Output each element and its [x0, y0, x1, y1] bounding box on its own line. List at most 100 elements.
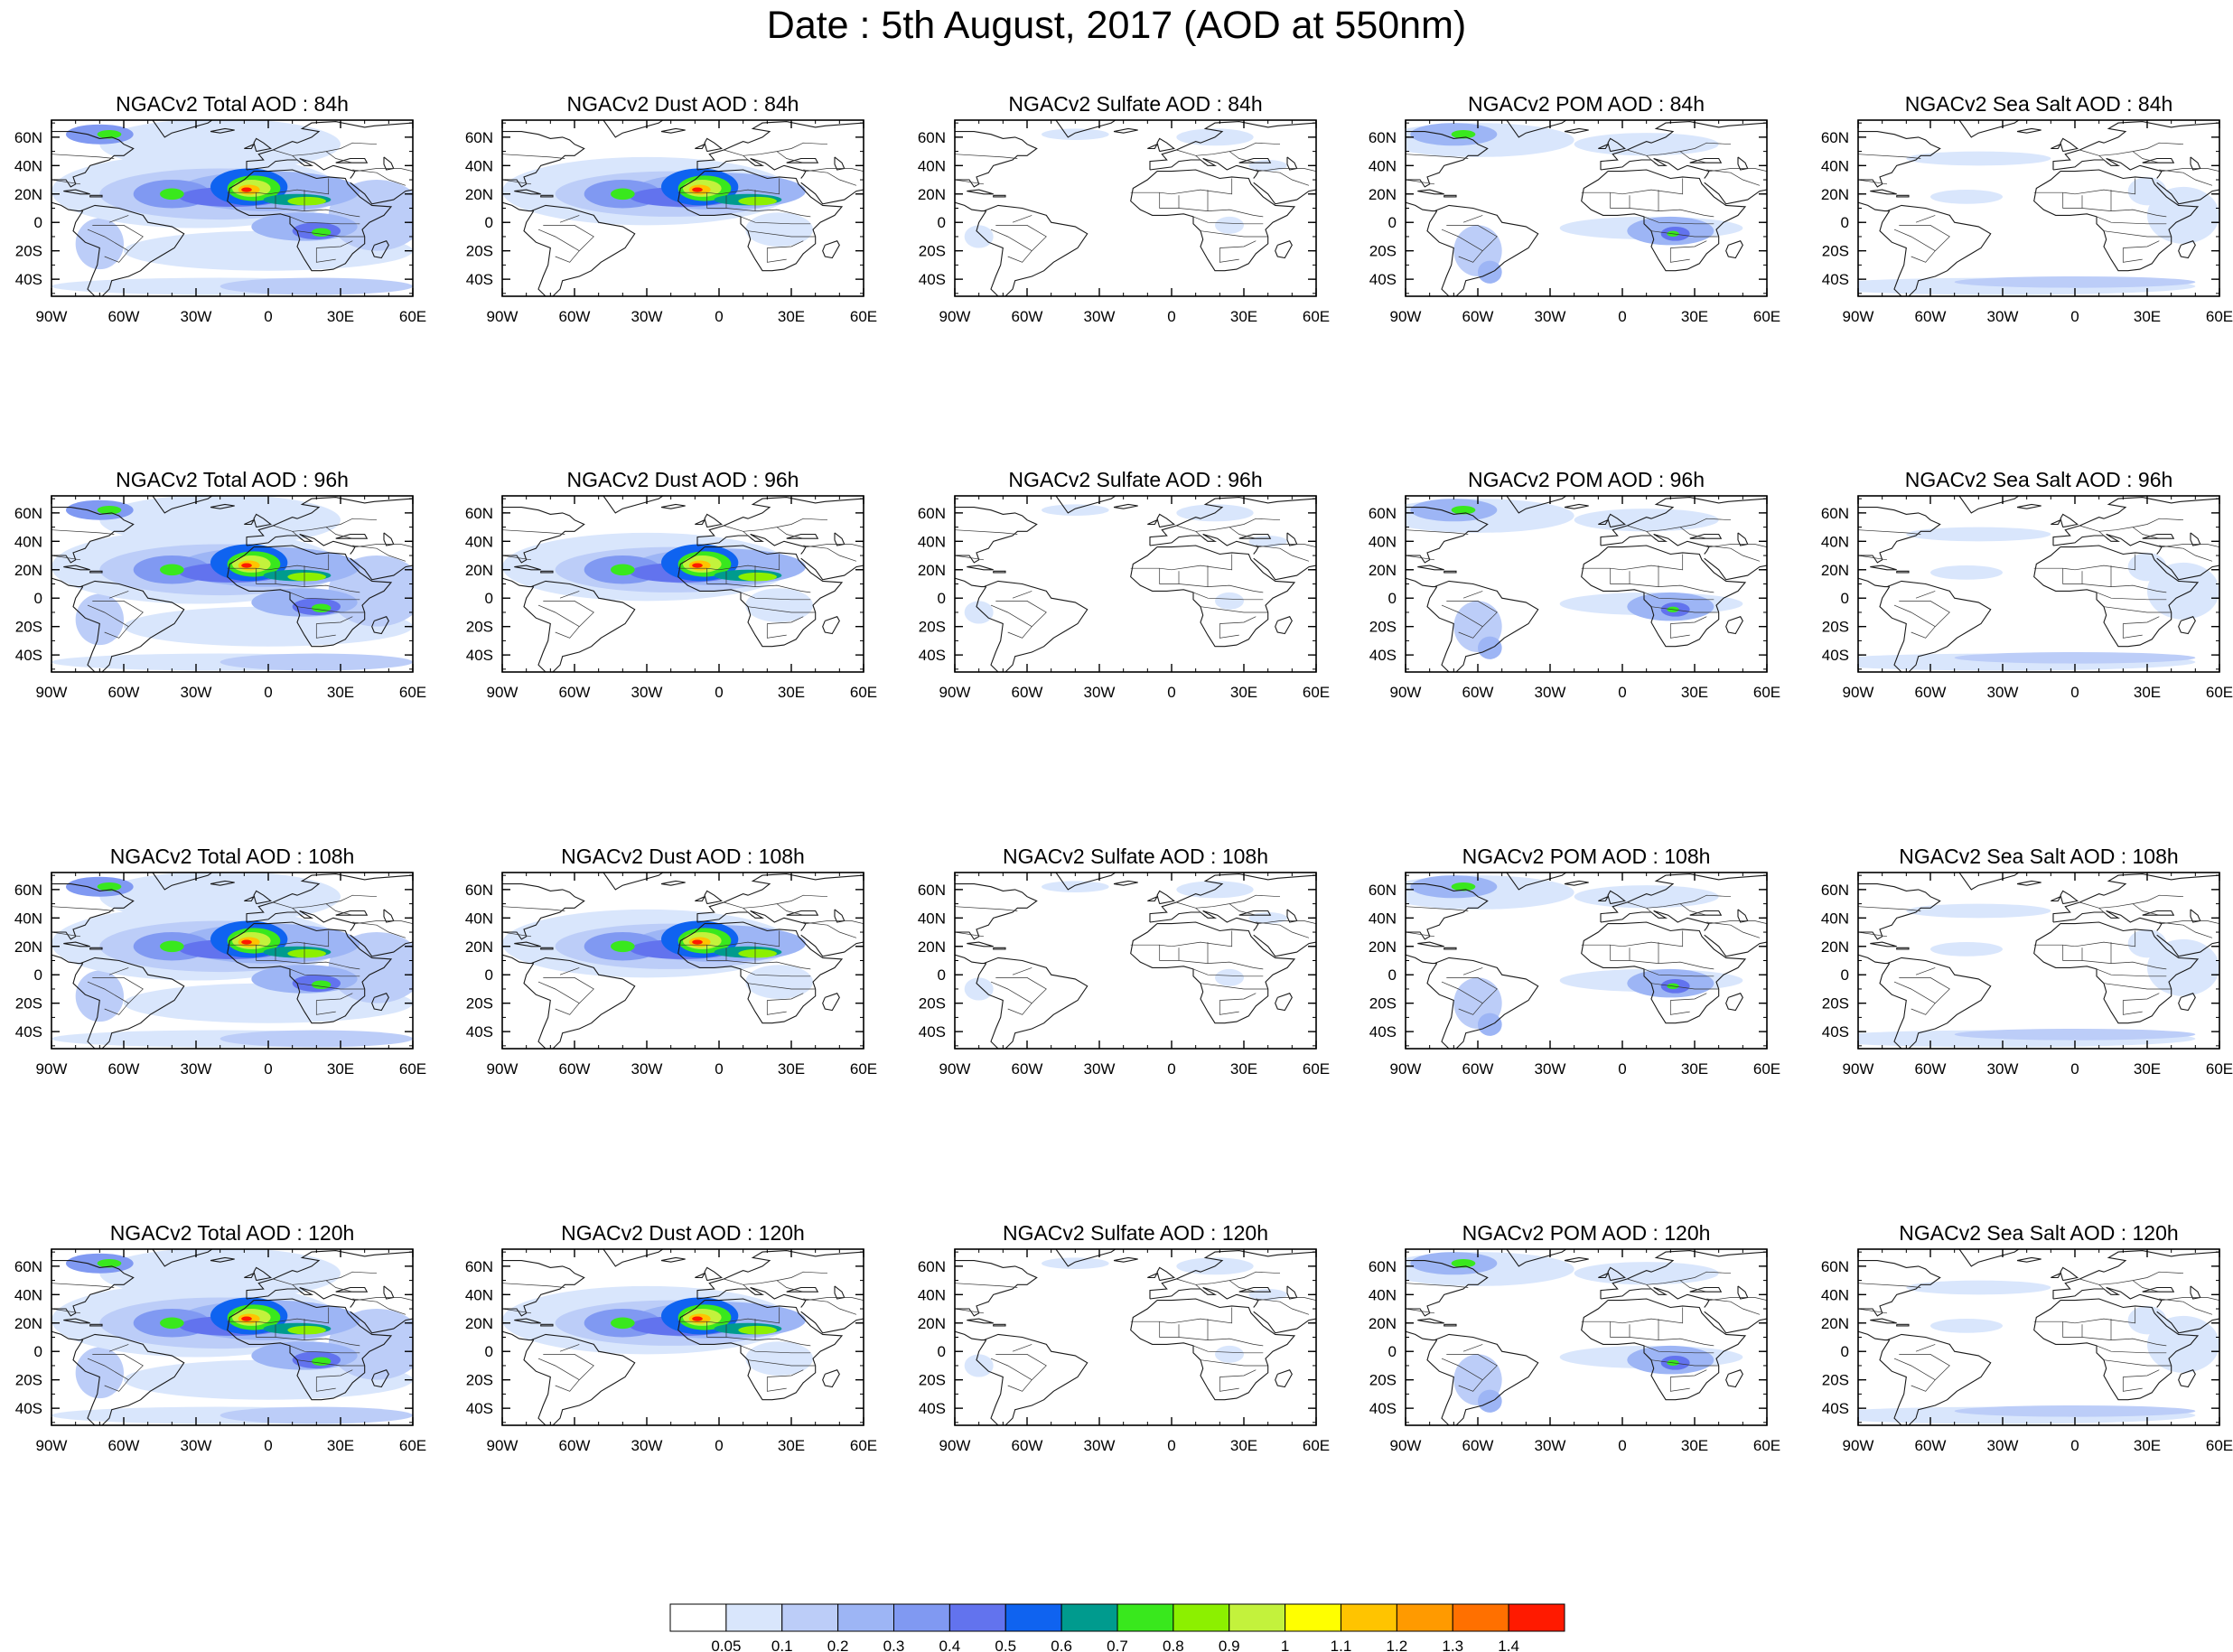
lat-tick-label: 20S: [15, 995, 42, 1013]
lat-tick-label: 20N: [14, 562, 42, 579]
lon-tick-label: 60E: [2206, 684, 2233, 701]
lat-tick-label: 20N: [14, 1315, 42, 1332]
lat-tick-label: 20N: [918, 938, 946, 956]
aod-contour: [220, 1030, 413, 1048]
colorbar-swatch: [1004, 1603, 1062, 1632]
lon-tick-label: 90W: [939, 1060, 971, 1078]
colorbar-label: 1.1: [1331, 1638, 1352, 1652]
lat-tick-label: 40N: [1821, 1286, 1849, 1303]
lat-tick-label: 40S: [15, 1023, 42, 1041]
aod-contour: [611, 564, 635, 576]
lat-tick-label: 0: [34, 214, 42, 231]
lon-tick-label: 30E: [778, 1060, 805, 1078]
aod-field: [1406, 1249, 1767, 1425]
lon-tick-label: 30E: [2134, 1060, 2161, 1078]
aod-contour: [738, 948, 778, 958]
aod-contour: [1042, 504, 1109, 517]
lat-tick-label: 20N: [1369, 562, 1397, 579]
lat-tick-label: 40S: [1822, 647, 1849, 664]
panel-title: NGACv2 Sea Salt AOD : 108h: [1899, 845, 2178, 868]
aod-contour: [964, 601, 994, 624]
panel-title: NGACv2 Dust AOD : 108h: [561, 845, 805, 868]
map-panel: NGACv2 Sulfate AOD : 108h 90W 60W 30W 0 30E 60…: [918, 845, 1330, 1078]
colorbar-swatch: [781, 1603, 839, 1632]
coastlines: [1406, 496, 1767, 672]
map-panel: NGACv2 Sea Salt AOD : 120h 90W 60W 30W 0 30E 6…: [1821, 1221, 2233, 1454]
aod-contour: [1478, 1013, 1502, 1036]
aod-contour: [964, 1354, 994, 1377]
lon-tick-label: 60E: [850, 1437, 877, 1454]
lat-tick-label: 0: [1841, 1343, 1849, 1360]
aod-contour: [124, 983, 413, 1023]
colorbar-swatch: [1229, 1603, 1286, 1632]
lon-tick-label: 0: [715, 1060, 723, 1078]
lat-tick-label: 40S: [466, 1400, 493, 1417]
lat-tick-label: 0: [34, 1343, 42, 1360]
colorbar-swatch: [1116, 1603, 1174, 1632]
lat-tick-label: 60N: [1821, 1258, 1849, 1275]
lat-tick-label: 40S: [466, 1023, 493, 1041]
lon-tick-label: 30W: [1084, 308, 1116, 325]
lat-tick-label: 20S: [466, 1372, 493, 1389]
lon-tick-label: 0: [715, 1437, 723, 1454]
colorbar-swatch: [1508, 1603, 1565, 1632]
aod-contour: [1042, 881, 1109, 893]
lon-tick-label: 60E: [2206, 1437, 2233, 1454]
lat-tick-label: 20N: [1369, 938, 1397, 956]
aod-contour: [1954, 1405, 2196, 1417]
lon-tick-label: 90W: [487, 684, 519, 701]
lat-tick-label: 40N: [1369, 1286, 1397, 1303]
map-panel: NGACv2 Dust AOD : 120h 90W 60W 30W 0 30E 60E 60…: [465, 1221, 877, 1454]
lat-tick-label: 40S: [1822, 271, 1849, 288]
lat-tick-label: 40S: [1369, 1400, 1397, 1417]
aod-contour: [1215, 216, 1244, 234]
lon-tick-label: 90W: [36, 308, 68, 325]
aod-contour: [220, 1406, 413, 1424]
lon-tick-label: 0: [715, 684, 723, 701]
aod-contour: [1042, 128, 1109, 141]
aod-contour: [287, 196, 326, 206]
aod-contour: [1478, 636, 1502, 659]
aod-contour: [97, 882, 122, 891]
coastlines: [955, 873, 1316, 1049]
colorbar-label: 0.5: [995, 1638, 1016, 1652]
aod-contour: [1906, 903, 2051, 919]
lat-tick-label: 60N: [14, 882, 42, 899]
lat-tick-label: 60N: [465, 505, 493, 522]
aod-contour: [1478, 1389, 1502, 1413]
lat-tick-label: 40S: [1822, 1400, 1849, 1417]
colorbar-label: 0.7: [1107, 1638, 1128, 1652]
lon-tick-label: 30E: [1681, 684, 1708, 701]
lon-tick-label: 60W: [1462, 308, 1494, 325]
colorbar-swatch: [1285, 1603, 1341, 1632]
aod-contour: [2147, 1315, 2219, 1373]
aod-contour: [160, 188, 184, 201]
lon-tick-label: 60E: [850, 308, 877, 325]
aod-contour: [1954, 651, 2196, 664]
lon-tick-label: 90W: [487, 1060, 519, 1078]
aod-contour: [160, 940, 184, 953]
aod-contour: [1930, 942, 2003, 957]
lon-tick-label: 30W: [1084, 684, 1116, 701]
lat-tick-label: 40N: [465, 157, 493, 174]
aod-contour: [692, 1316, 703, 1321]
aod-contour: [1215, 1345, 1244, 1363]
panel-title: NGACv2 POM AOD : 108h: [1462, 845, 1711, 868]
aod-contour: [1954, 275, 2196, 288]
lat-tick-label: 40N: [1369, 533, 1397, 550]
colorbar-label: 0.6: [1051, 1638, 1072, 1652]
coastlines: [51, 496, 413, 672]
aod-field: [51, 120, 413, 296]
aod-field: [955, 496, 1316, 672]
lon-tick-label: 30W: [1084, 1060, 1116, 1078]
lat-tick-label: 60N: [918, 129, 946, 146]
lon-tick-label: 60E: [850, 684, 877, 701]
map-panel: NGACv2 Sulfate AOD : 96h 90W 60W 30W 0 30E 60E…: [918, 468, 1330, 701]
lon-tick-label: 30E: [778, 684, 805, 701]
lon-tick-label: 60E: [2206, 308, 2233, 325]
aod-contour: [745, 965, 814, 999]
aod-contour: [241, 187, 252, 192]
lat-tick-label: 60N: [918, 1258, 946, 1275]
aod-contour: [75, 218, 124, 270]
lon-tick-label: 30E: [2134, 1437, 2161, 1454]
